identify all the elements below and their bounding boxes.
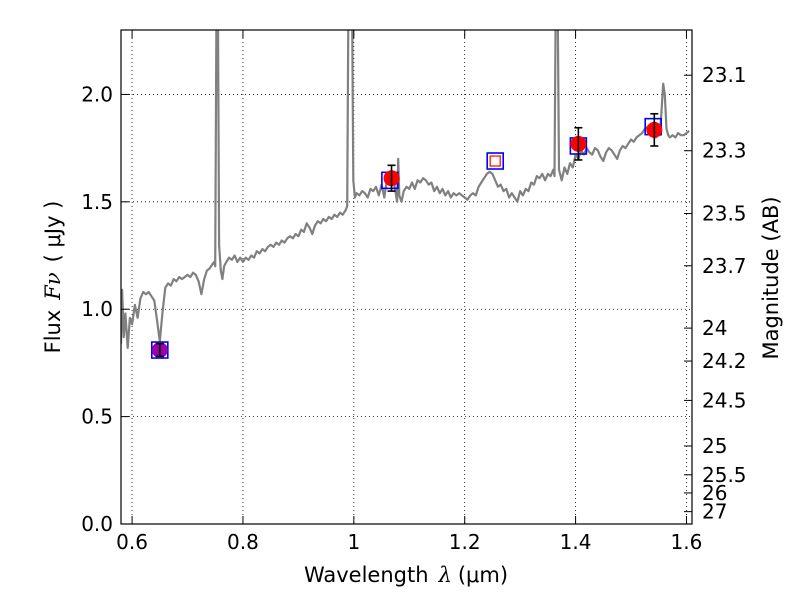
y2-tick-label: 23.1 — [702, 63, 747, 87]
spectrum-series — [121, 30, 690, 349]
y2-tick-label: 23.5 — [702, 202, 747, 226]
y2-tick-label: 25 — [702, 434, 727, 458]
y2-tick-label: 23.3 — [702, 139, 747, 163]
x-tick-label: 0.6 — [116, 530, 148, 554]
x-axis-label-text: Wavelength — [304, 563, 429, 587]
plot-background — [121, 30, 692, 524]
x-axis-label-symbol: λ — [438, 563, 452, 587]
y2-axis-label: Magnitude (AB) — [759, 196, 783, 359]
y2-tick-label: 25.5 — [702, 463, 747, 487]
spectrum-line — [121, 30, 690, 349]
y2-tick-label: 26 — [702, 481, 727, 505]
y-tick-label: 1.0 — [81, 297, 113, 321]
photometry-series — [151, 112, 663, 359]
x-axis-label: Wavelength λ (μm) — [304, 563, 508, 587]
x-tick-label: 1.4 — [560, 530, 592, 554]
upper-limit-inner-square — [489, 155, 501, 167]
y-tick-label: 0.0 — [81, 512, 113, 536]
y-axis-label: Flux Fν ( μJy ) — [41, 201, 65, 354]
y-axis-label-text: Flux — [41, 310, 65, 354]
tick-marks — [121, 30, 692, 525]
x-axis-label-unit: (μm) — [458, 563, 508, 587]
y-tick-label: 0.5 — [81, 405, 113, 429]
y-tick-label: 1.5 — [81, 190, 113, 214]
upper-limit-outer-square — [486, 152, 504, 170]
x-tick-label: 1.2 — [449, 530, 481, 554]
tick-labels: 0.6 0.8 1 1.2 1.4 1.6 0.0 0.5 1.0 1.5 2.0 23.1 23.3 2… — [81, 63, 746, 554]
y2-tick-label: 24.5 — [702, 388, 747, 412]
y-axis-label-symbol: Fν — [41, 272, 65, 301]
y-tick-label: 2.0 — [81, 82, 113, 106]
y2-tick-label: 24 — [702, 316, 727, 340]
y2-tick-label: 27 — [702, 500, 727, 524]
y2-tick-label: 23.7 — [702, 254, 747, 278]
x-tick-label: 1 — [347, 530, 360, 554]
y-axis-label-unit: ( μJy ) — [41, 201, 65, 263]
x-tick-label: 1.6 — [671, 530, 703, 554]
y2-tick-label: 24.2 — [702, 349, 747, 373]
plot-frame — [120, 29, 693, 525]
x-tick-label: 0.8 — [227, 530, 259, 554]
